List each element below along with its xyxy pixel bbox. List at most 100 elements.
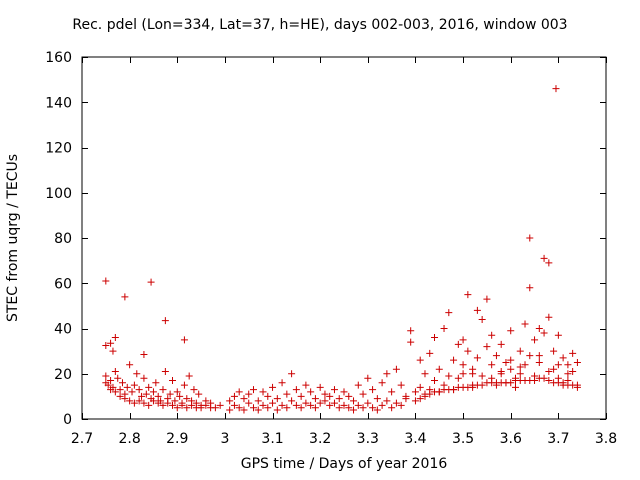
data-point bbox=[116, 392, 124, 400]
data-point bbox=[535, 325, 543, 332]
data-point bbox=[135, 386, 143, 394]
data-point bbox=[102, 372, 110, 380]
data-point bbox=[564, 370, 572, 378]
data-point bbox=[502, 358, 510, 366]
data-point bbox=[102, 277, 110, 285]
data-point bbox=[202, 401, 210, 409]
data-point bbox=[176, 392, 184, 400]
data-point bbox=[454, 340, 462, 348]
data-point bbox=[292, 386, 300, 394]
x-tick-label: 3.7 bbox=[547, 431, 569, 447]
data-point bbox=[302, 381, 310, 389]
data-point bbox=[416, 395, 424, 403]
data-point bbox=[130, 381, 138, 389]
data-point bbox=[126, 361, 134, 369]
data-point bbox=[459, 370, 467, 378]
y-tick-label: 160 bbox=[45, 50, 72, 66]
data-point bbox=[316, 383, 324, 391]
data-point bbox=[545, 313, 553, 321]
data-point bbox=[171, 397, 179, 405]
data-point bbox=[114, 374, 122, 382]
data-point bbox=[173, 388, 181, 396]
data-point bbox=[152, 379, 160, 387]
data-point bbox=[516, 363, 524, 371]
data-point bbox=[104, 381, 112, 389]
data-point bbox=[340, 401, 348, 409]
x-tick-label: 3.6 bbox=[500, 431, 522, 447]
data-point bbox=[402, 395, 410, 403]
data-point bbox=[269, 399, 277, 407]
data-point bbox=[464, 347, 472, 355]
data-point bbox=[123, 383, 131, 391]
data-point bbox=[364, 374, 372, 382]
data-point bbox=[478, 372, 486, 380]
data-point bbox=[483, 343, 491, 351]
data-point bbox=[550, 365, 558, 373]
y-tick-label: 60 bbox=[54, 276, 72, 292]
data-point bbox=[133, 370, 141, 378]
data-point bbox=[321, 397, 329, 405]
data-point bbox=[445, 309, 453, 317]
x-tick-label: 3.2 bbox=[309, 431, 331, 447]
data-point bbox=[109, 347, 117, 355]
data-point bbox=[464, 291, 472, 299]
data-point bbox=[545, 259, 553, 267]
data-point bbox=[245, 399, 253, 407]
data-point bbox=[335, 404, 343, 412]
data-point bbox=[473, 306, 481, 314]
data-point bbox=[145, 383, 153, 391]
data-point bbox=[388, 404, 396, 412]
data-point bbox=[288, 370, 296, 378]
data-point bbox=[559, 354, 567, 362]
data-point bbox=[459, 336, 467, 344]
data-point bbox=[545, 367, 553, 375]
data-point bbox=[445, 372, 453, 380]
y-tick-label: 80 bbox=[54, 231, 72, 247]
data-point bbox=[350, 406, 358, 414]
data-point bbox=[573, 358, 581, 366]
data-point bbox=[335, 395, 343, 403]
data-point bbox=[264, 404, 272, 412]
data-point bbox=[545, 377, 553, 385]
data-point bbox=[345, 404, 353, 412]
data-point bbox=[521, 320, 529, 328]
data-point bbox=[573, 383, 581, 391]
data-point bbox=[159, 386, 167, 394]
data-point bbox=[283, 390, 291, 398]
data-point bbox=[435, 365, 443, 373]
data-point bbox=[107, 386, 115, 394]
x-tick-label: 3.8 bbox=[595, 431, 617, 447]
data-point bbox=[526, 284, 534, 292]
data-point bbox=[264, 392, 272, 400]
data-point bbox=[161, 317, 169, 325]
data-point bbox=[297, 392, 305, 400]
data-point bbox=[492, 352, 500, 360]
data-point bbox=[278, 401, 286, 409]
data-point bbox=[564, 361, 572, 369]
data-point bbox=[340, 388, 348, 396]
data-point bbox=[373, 395, 381, 403]
data-point bbox=[507, 327, 515, 335]
data-point bbox=[121, 293, 129, 301]
data-point bbox=[521, 361, 529, 369]
data-point bbox=[531, 336, 539, 344]
data-point bbox=[421, 370, 429, 378]
data-point bbox=[397, 381, 405, 389]
data-point bbox=[326, 401, 334, 409]
data-point bbox=[378, 379, 386, 387]
data-point bbox=[435, 388, 443, 396]
data-point bbox=[183, 404, 191, 412]
data-point bbox=[569, 381, 577, 389]
data-point bbox=[102, 341, 110, 349]
data-point bbox=[531, 377, 539, 385]
data-point bbox=[540, 374, 548, 382]
data-point bbox=[254, 406, 262, 414]
data-point bbox=[197, 404, 205, 412]
data-point bbox=[185, 372, 193, 380]
y-tick-label: 40 bbox=[54, 322, 72, 338]
data-point bbox=[107, 377, 115, 385]
data-point bbox=[111, 334, 119, 342]
data-point bbox=[121, 395, 129, 403]
data-point bbox=[245, 390, 253, 398]
